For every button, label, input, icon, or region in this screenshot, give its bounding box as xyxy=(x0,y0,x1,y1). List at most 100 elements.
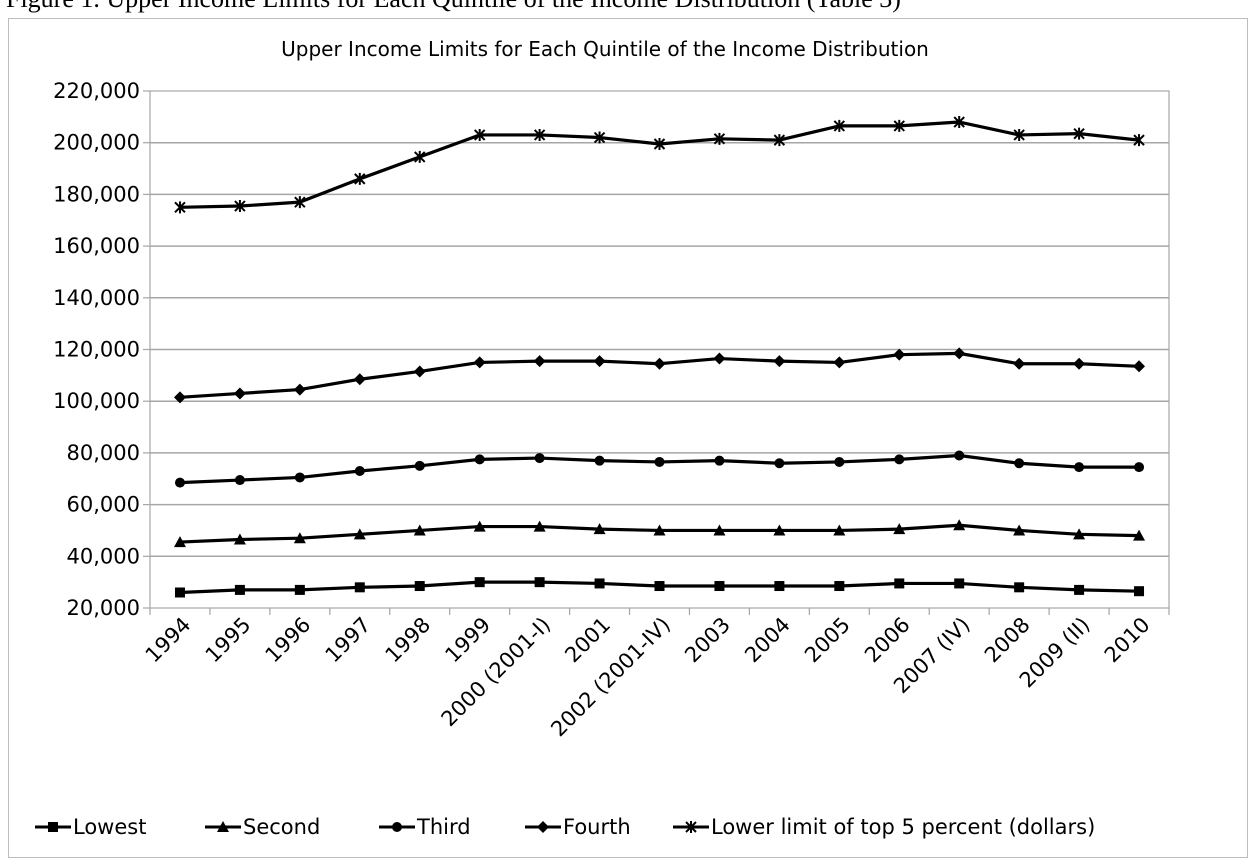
data-point xyxy=(1073,127,1085,140)
legend: Lowest Second Third Fourth Lower limit of to… xyxy=(35,815,1095,839)
data-point xyxy=(293,532,306,544)
data-point xyxy=(173,391,186,404)
data-point xyxy=(834,456,845,467)
axes xyxy=(143,90,1170,615)
x-tick-label: 1999 xyxy=(440,613,495,668)
legend-item: Second xyxy=(205,815,320,839)
data-point xyxy=(714,581,725,592)
y-tick-label: 80,000 xyxy=(67,441,140,465)
data-point xyxy=(293,383,306,396)
y-tick-label: 120,000 xyxy=(53,338,140,362)
data-point xyxy=(233,387,246,400)
data-point xyxy=(1014,582,1025,593)
data-point xyxy=(533,355,546,368)
y-tick-label: 180,000 xyxy=(53,182,140,206)
data-point xyxy=(353,373,366,386)
legend-label: Lower limit of top 5 percent (dollars) xyxy=(711,815,1095,839)
data-point xyxy=(413,524,426,536)
legend-label: Fourth xyxy=(563,815,631,839)
data-point xyxy=(654,581,665,592)
data-point xyxy=(174,477,185,488)
data-point xyxy=(653,524,666,536)
data-point xyxy=(533,128,546,141)
legend-label: Second xyxy=(243,815,320,839)
data-point xyxy=(234,584,245,595)
series-3 xyxy=(173,347,1146,404)
data-point xyxy=(594,578,605,589)
data-point xyxy=(773,524,786,536)
x-tick-label: 1998 xyxy=(381,613,436,668)
data-point xyxy=(174,201,186,214)
data-point xyxy=(713,524,726,536)
x-tick-label: 1995 xyxy=(201,613,256,668)
legend-item: Lower limit of top 5 percent (dollars) xyxy=(673,815,1095,839)
x-tick-label: 2010 xyxy=(1100,613,1155,668)
data-point xyxy=(354,465,365,476)
data-point xyxy=(1013,128,1025,141)
x-tick-label: 2004 xyxy=(740,613,795,668)
data-point xyxy=(474,577,485,588)
y-tick-label: 200,000 xyxy=(53,131,140,155)
data-point xyxy=(833,119,846,132)
data-point xyxy=(294,472,305,483)
series-lines xyxy=(173,116,1146,598)
data-point xyxy=(653,137,666,150)
data-point xyxy=(833,524,846,536)
x-tick-label: 2003 xyxy=(680,613,735,668)
data-point xyxy=(414,581,425,592)
y-tick-label: 220,000 xyxy=(53,79,140,103)
legend-marker xyxy=(685,821,697,833)
data-point xyxy=(1013,357,1026,370)
data-point xyxy=(714,455,725,466)
data-point xyxy=(473,128,486,141)
data-point xyxy=(774,581,785,592)
legend-label: Third xyxy=(416,815,471,839)
data-point xyxy=(713,132,726,145)
data-point xyxy=(1133,134,1145,147)
figure-caption: Figure 1. Upper Income Limits for Each Q… xyxy=(6,0,901,14)
data-point xyxy=(234,475,245,486)
data-point xyxy=(833,356,846,369)
data-point xyxy=(653,357,666,370)
legend-marker xyxy=(537,821,549,833)
data-point xyxy=(953,116,965,129)
data-point xyxy=(654,456,665,467)
x-tick-label: 2006 xyxy=(860,613,915,668)
y-tick-label: 40,000 xyxy=(67,544,140,568)
data-point xyxy=(173,536,186,548)
data-point xyxy=(1134,462,1145,473)
x-tick-label: 2001 xyxy=(560,613,615,668)
data-point xyxy=(474,454,485,465)
data-point xyxy=(954,578,965,589)
x-tick-label: 1996 xyxy=(261,613,316,668)
data-point xyxy=(894,454,905,465)
data-point xyxy=(834,581,845,592)
chart-svg: Upper Income Limits for Each Quintile of… xyxy=(35,37,1170,839)
data-point xyxy=(233,533,246,545)
data-point xyxy=(534,577,545,588)
data-point xyxy=(1013,524,1026,536)
data-point xyxy=(954,450,965,461)
data-point xyxy=(773,355,786,368)
series-2 xyxy=(174,450,1145,488)
x-tick-label: 2000 (2001-I) xyxy=(437,613,556,732)
data-point xyxy=(893,523,906,535)
data-point xyxy=(894,578,905,589)
data-point xyxy=(413,365,426,378)
x-tick-label: 1994 xyxy=(141,613,196,668)
legend-label: Lowest xyxy=(73,815,146,839)
data-point xyxy=(473,520,486,532)
data-point xyxy=(414,460,425,471)
data-point xyxy=(534,453,545,464)
data-point xyxy=(893,119,905,132)
data-point xyxy=(774,458,785,469)
data-point xyxy=(893,348,906,361)
data-point xyxy=(1073,528,1086,540)
data-point xyxy=(593,131,606,144)
y-tick-label: 20,000 xyxy=(67,596,140,620)
data-point xyxy=(414,150,426,163)
legend-marker xyxy=(392,822,402,832)
chart-frame: Upper Income Limits for Each Quintile of… xyxy=(8,18,1248,858)
data-point xyxy=(1074,584,1085,595)
